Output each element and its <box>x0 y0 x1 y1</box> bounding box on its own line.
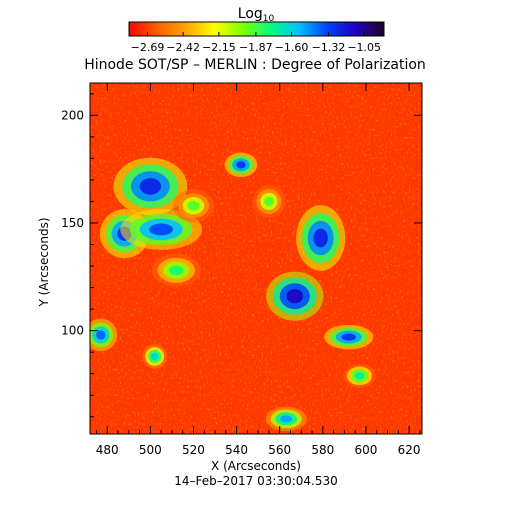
polarization-region <box>264 196 274 207</box>
x-axis-label: X (Arcseconds) <box>211 459 301 473</box>
colorbar-label-subscript: 10 <box>263 14 275 24</box>
polarization-region <box>187 201 200 211</box>
x-tick-label: 600 <box>354 443 377 457</box>
y-axis-label: Y (Arcseconds) <box>37 217 51 307</box>
colorbar-tick-label: −1.87 <box>239 41 273 54</box>
x-tick-label: 480 <box>96 443 119 457</box>
polarization-region <box>236 161 246 169</box>
y-tick-label: 100 <box>61 324 84 338</box>
colorbar-label: Log10 <box>238 6 275 24</box>
y-tick-label: 150 <box>61 216 84 230</box>
x-tick-label: 520 <box>182 443 205 457</box>
chart-title: Hinode SOT/SP – MERLIN : Degree of Polar… <box>84 57 426 73</box>
x-tick-label: 620 <box>398 443 421 457</box>
x-tick-label: 580 <box>311 443 334 457</box>
polarization-region <box>151 352 159 361</box>
colorbar-bar <box>128 21 385 37</box>
colorbar-tick-label: −1.05 <box>347 41 381 54</box>
polarization-region <box>96 330 106 340</box>
plot-area: 480 500 520 540 560 580 600 620 100 150 200 <box>61 82 423 457</box>
polarization-region <box>169 265 184 276</box>
colorbar-tick-label: −2.15 <box>202 41 236 54</box>
polarization-region <box>139 178 162 195</box>
colorbar-tick-label: −2.69 <box>131 41 165 54</box>
y-tick-label: 200 <box>61 108 84 122</box>
polarization-region <box>280 415 293 423</box>
polarization-region <box>354 372 365 380</box>
polarization-region <box>149 223 173 236</box>
polarization-region <box>286 289 304 304</box>
plot-frame <box>89 82 423 435</box>
x-tick-label: 540 <box>225 443 248 457</box>
polarization-region <box>313 228 328 248</box>
timestamp: 14–Feb–2017 03:30:04.530 <box>174 474 337 488</box>
x-tick-label: 560 <box>268 443 291 457</box>
colorbar: Log10 −2.69 −2.42 −2.15 −1.87 −1.60 −1.32 −1.0… <box>128 6 385 54</box>
x-tick-label: 500 <box>139 443 162 457</box>
colorbar-tick-label: −2.42 <box>166 41 200 54</box>
colorbar-tick-label: −1.60 <box>275 41 309 54</box>
colorbar-tick-label: −1.32 <box>312 41 346 54</box>
polarization-region <box>341 333 356 341</box>
